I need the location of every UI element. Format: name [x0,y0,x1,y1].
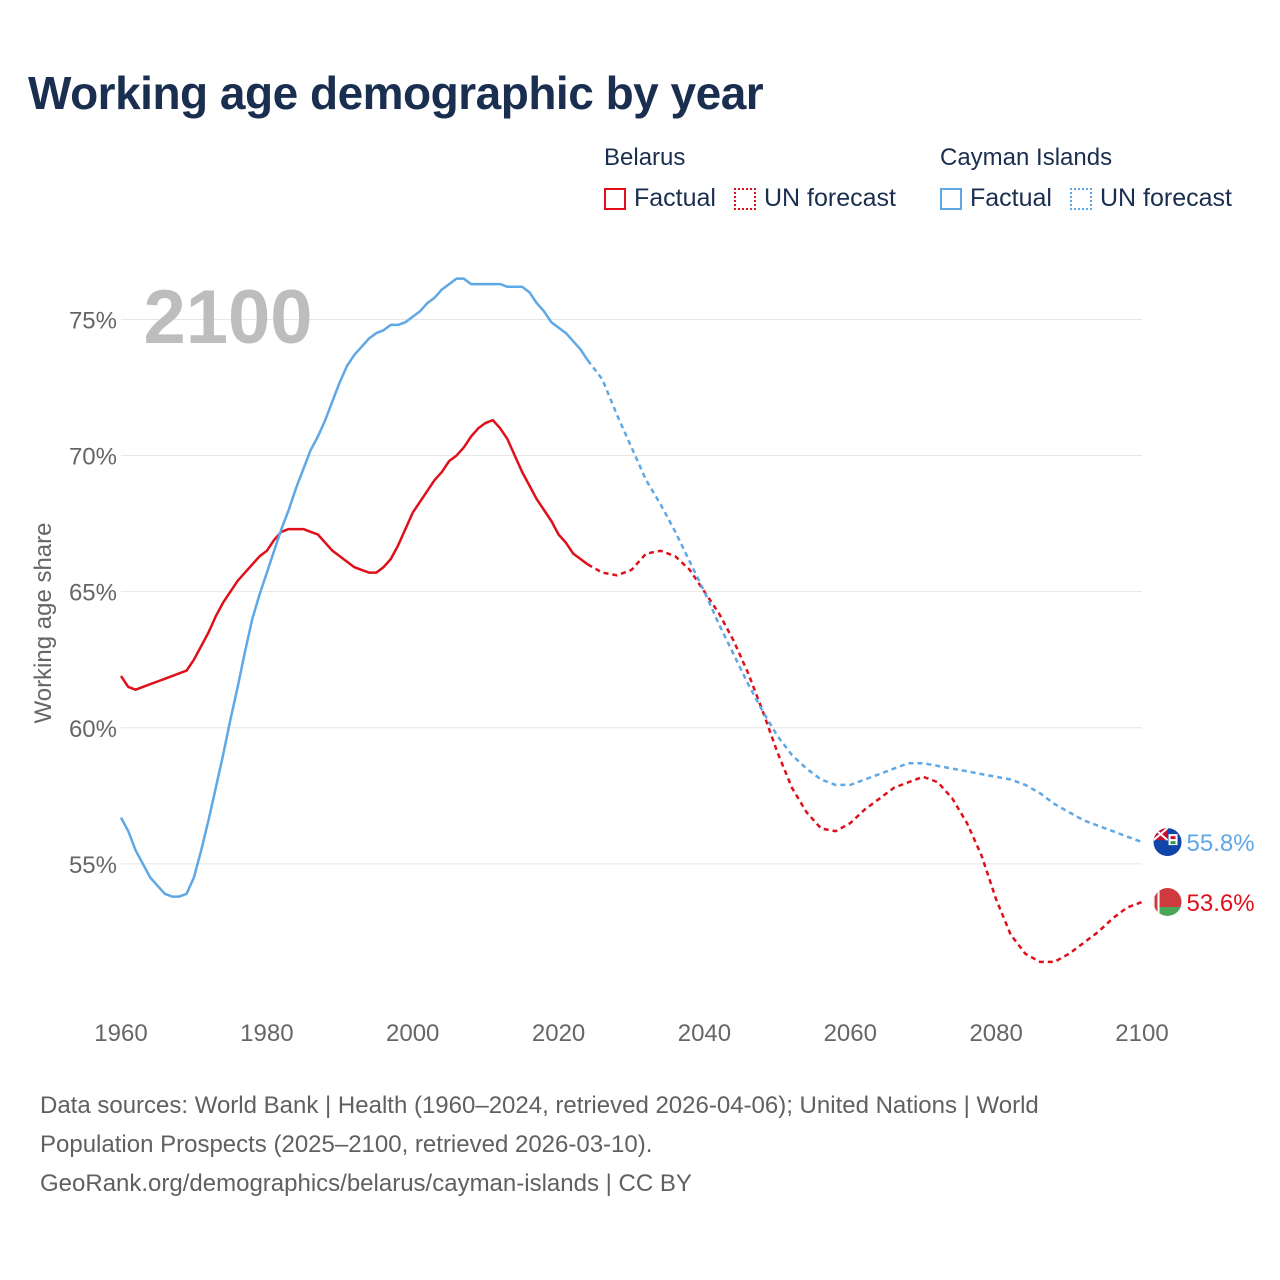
legend-cayman-title: Cayman Islands [940,144,1113,171]
legend-label: Factual [634,184,716,212]
y-tick-label: 75% [69,307,117,334]
legend-belarus-factual[interactable]: Factual [604,184,716,213]
footer-line-1: Data sources: World Bank | Health (1960–… [40,1092,1039,1119]
x-tick-label: 2100 [1115,1020,1168,1047]
legend-cayman: Cayman Islands Factual UN forecast [940,144,1232,213]
x-tick-label: 2080 [969,1020,1022,1047]
x-tick-label: 1980 [240,1020,293,1047]
y-tick-label: 65% [69,580,117,607]
legend-swatch-solid-blue [940,187,962,210]
x-tick-label: 2020 [532,1020,585,1047]
legend-swatch-solid-red [604,187,626,210]
cayman-islands-flag-icon [1153,828,1182,857]
footer-line-2: Population Prospects (2025–2100, retriev… [40,1131,653,1158]
legend-belarus: Belarus Factual UN forecast [604,144,914,213]
series-line-cayman-forecast [586,359,1143,844]
y-tick-label: 60% [69,716,117,743]
line-chart: 55% 60% 65% 70% 75% 1960 1980 2000 2020 2040 2060 2… [30,275,1255,1047]
x-tick-label: 2000 [386,1020,439,1047]
footer-line-3: GeoRank.org/demographics/belarus/cayman-… [40,1170,692,1197]
legend-cayman-factual[interactable]: Factual [940,184,1052,213]
series-line-belarus-factual [119,418,589,691]
series-line-belarus-forecast [587,549,1143,964]
legend-belarus-forecast[interactable]: UN forecast [733,184,896,213]
x-tick-label: 2040 [678,1020,731,1047]
y-axis-label: Working age share [30,523,57,724]
chart-title: Working age demographic by year [28,67,764,119]
x-tick-label: 2060 [824,1020,877,1047]
legend-cayman-forecast[interactable]: UN forecast [1069,184,1232,213]
legend-belarus-title: Belarus [604,144,686,171]
y-tick-label: 55% [69,852,117,879]
legend-swatch-dotted-red [733,187,756,210]
end-label-belarus: 53.6% [1187,890,1255,917]
legend-label: Factual [970,184,1052,212]
end-label-cayman: 55.8% [1187,830,1255,857]
belarus-flag-icon [1153,888,1182,916]
footer-sources: Data sources: World Bank | Health (1960–… [40,1086,1240,1203]
y-tick-label: 70% [69,444,117,471]
series-line-cayman-factual [119,277,589,898]
x-tick-label: 1960 [94,1020,147,1047]
legend-label: UN forecast [763,184,896,212]
legend-label: UN forecast [1099,184,1232,212]
legend-swatch-dotted-blue [1069,187,1092,210]
year-watermark: 2100 [143,275,312,360]
